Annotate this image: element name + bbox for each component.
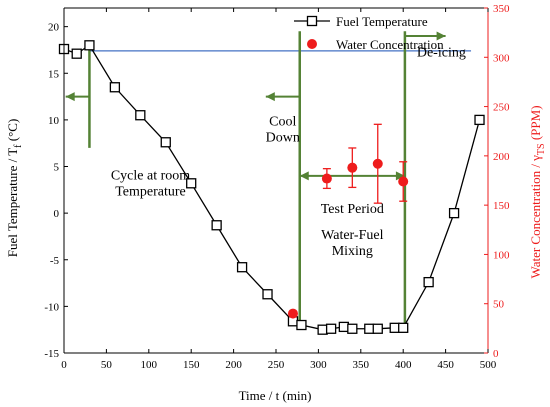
annotation-line: Test Period [321,202,384,217]
x-tick-label: 0 [61,359,67,371]
y-right-tick-label: 350 [493,3,510,15]
annotation-0: Cycle at room Temperature [111,169,190,200]
x-tick-label: 300 [310,359,327,371]
x-tick-label: 250 [268,359,285,371]
y-right-tick-label: 50 [493,299,505,311]
legend: Fuel Temperature Water Concentration [294,14,444,52]
x-tick-label: 450 [437,359,454,371]
arrow-head [265,92,275,102]
legend-marker [306,15,318,27]
data-point [347,323,358,334]
data-point [423,276,434,288]
series-water-concentration [287,123,409,319]
right-y-axis-title: Water Concentration / γTS (PPM) [528,105,547,278]
y-right-tick-label: 200 [493,151,510,163]
data-point [398,322,409,333]
legend-entry-water-concentration: Water Concentration [307,37,444,52]
x-tick-label: 200 [225,359,242,371]
data-point [389,322,400,333]
y-right-tick-label: 100 [493,249,510,261]
y-left-tick-label: 0 [54,208,60,220]
data-point [325,323,337,334]
y-left-tick-label: 20 [48,22,60,34]
legend-entry-fuel-temperature: Fuel Temperature [294,14,428,29]
annotation-1: Cool Down [266,114,300,145]
data-point [287,308,298,319]
annotation-3: Test Period [321,202,384,217]
arrow-head [299,171,309,181]
x-tick-label: 50 [101,359,113,371]
series-group [58,40,485,335]
arrow-1 [265,92,300,102]
data-point [474,114,485,126]
legend-label: Water Concentration [336,37,444,52]
data-point [372,158,383,169]
annotation-line: Water-Fuel [321,228,383,243]
data-point [372,323,383,334]
annotation-4: Water-Fuel Mixing [321,228,383,259]
data-point [186,178,197,189]
data-point [347,162,358,173]
y-right-tick-label: 250 [493,102,510,114]
y-right-tick-label: 0 [493,348,499,360]
y-right-tick-label: 300 [493,52,510,64]
data-point [262,289,273,300]
annotation-line: De-icing [417,45,466,60]
data-point [135,110,146,121]
x-axis-title: Time / t (min) [239,388,312,403]
data-point [109,82,121,93]
arrow-head [436,31,446,41]
x-tick-label: 350 [353,359,370,371]
annotation-line: Cool [269,114,296,129]
y-left-tick-label: -10 [44,301,59,313]
data-point [84,40,95,51]
data-point [317,324,328,335]
arrow-annotations [65,31,446,181]
legend-marker [307,39,317,49]
data-point [160,137,171,148]
y-left-tick-label: 5 [54,162,60,174]
data-point [448,207,460,219]
data-point [364,323,375,334]
series-fuel-temperature [58,40,485,335]
x-tick-label: 400 [395,359,412,371]
arrow-head [395,171,405,181]
arrow-0 [65,92,90,102]
right-y-axis-ticks: 0 50 100 150 200 250 300 350 [484,3,510,360]
annotation-line: Mixing [332,244,373,259]
data-point [211,220,222,231]
x-tick-label: 150 [183,359,200,371]
data-point [338,321,349,333]
y-right-tick-label: 150 [493,200,510,212]
left-y-axis-title: Fuel Temperature / Tf (°C) [5,119,24,258]
data-point [236,262,248,273]
arrow-2 [404,31,446,41]
text-annotations: Cycle at room Temperature Cool Down De-icing… [111,45,466,259]
y-left-tick-label: -5 [50,255,60,267]
x-axis-ticks: 0 50 100 150 200 250 300 350 400 450 500 [61,8,497,371]
data-point [296,319,307,331]
y-left-tick-label: 15 [48,68,60,80]
left-y-axis-ticks: -15 -10 -5 0 5 10 15 20 [44,22,68,360]
annotation-line: Temperature [115,185,186,200]
data-point [71,48,82,59]
x-tick-label: 500 [480,359,497,371]
y-left-tick-label: 10 [48,115,60,127]
data-point [321,173,332,184]
x-tick-label: 100 [141,359,158,371]
legend-label: Fuel Temperature [336,14,428,29]
data-point [398,176,409,187]
annotation-2: De-icing [417,45,466,60]
annotation-line: Down [266,130,300,145]
annotation-line: Cycle at room [111,169,190,184]
arrow-head [65,92,75,102]
y-left-tick-label: -15 [44,348,59,360]
